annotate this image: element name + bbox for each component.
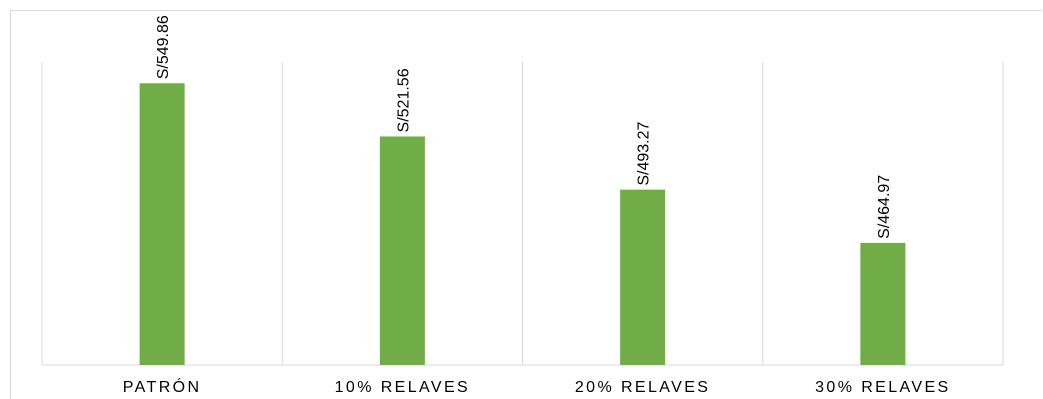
bar-1 (379, 136, 425, 365)
bar-0 (139, 83, 185, 366)
bars (139, 83, 906, 366)
data-label-2: S/493.27 (636, 121, 653, 185)
data-labels: S/549.86 S/521.56 S/493.27 S/464.97 (155, 15, 893, 239)
bar-3 (860, 242, 906, 365)
category-labels: PATRÓN 10% RELAVES 20% RELAVES 30% RELAVES (123, 377, 951, 396)
category-label-2: 20% RELAVES (575, 379, 711, 396)
data-label-1: S/521.56 (395, 68, 412, 132)
chart-frame (10, 10, 1042, 399)
category-label-3: 30% RELAVES (815, 379, 951, 396)
data-label-3: S/464.97 (876, 175, 893, 239)
category-label-1: 10% RELAVES (335, 379, 471, 396)
category-label-0: PATRÓN (123, 377, 202, 396)
grid-lines (41, 62, 1004, 366)
bar-2 (620, 189, 666, 365)
data-label-0: S/549.86 (155, 15, 172, 79)
